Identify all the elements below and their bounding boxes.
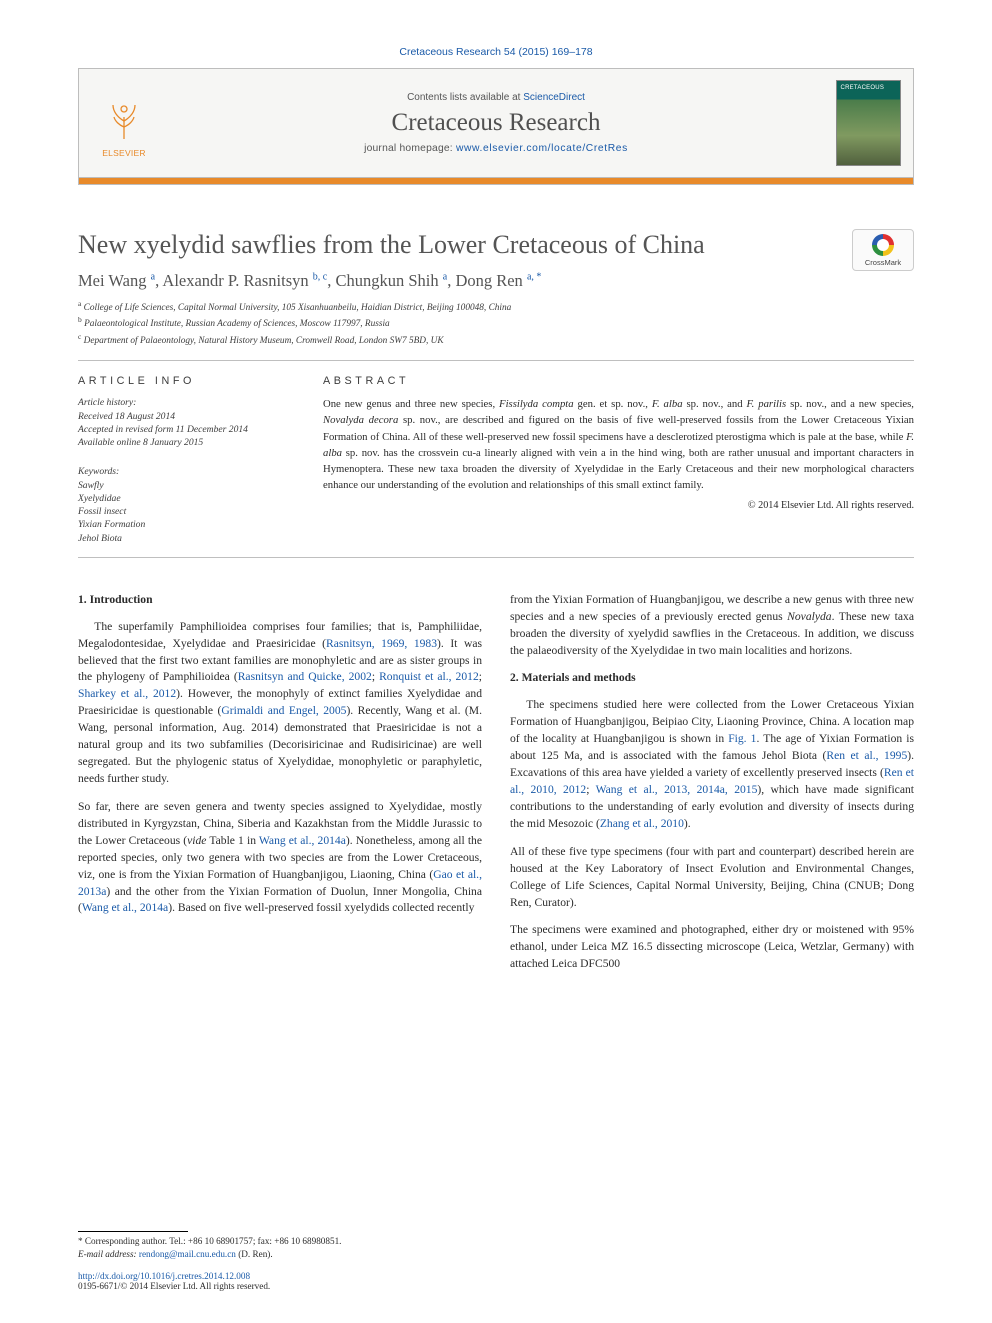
issn-copyright: 0195-6671/© 2014 Elsevier Ltd. All right… (78, 1281, 270, 1291)
elsevier-tree-icon (101, 99, 147, 146)
section-2-head: 2. Materials and methods (510, 670, 914, 687)
authors-line: Mei Wang a, Alexandr P. Rasnitsyn b, c, … (78, 271, 914, 291)
article-history: Article history: Received 18 August 2014… (78, 396, 293, 449)
history-received: Received 18 August 2014 (78, 410, 293, 423)
keywords-block: Keywords: SawflyXyelydidaeFossil insectY… (78, 465, 293, 544)
col2-para-4: The specimens were examined and photogra… (510, 922, 914, 973)
footer: http://dx.doi.org/10.1016/j.cretres.2014… (78, 1271, 270, 1291)
history-accepted: Accepted in revised form 11 December 201… (78, 423, 293, 436)
contents-available: Contents lists available at ScienceDirec… (169, 92, 823, 103)
rule-top (78, 360, 914, 361)
keyword-item: Sawfly (78, 479, 293, 492)
history-label: Article history: (78, 396, 293, 409)
abstract-text: One new genus and three new species, Fis… (323, 396, 914, 492)
elsevier-logo[interactable]: ELSEVIER (93, 88, 155, 158)
footnote-rule (78, 1231, 188, 1232)
history-online: Available online 8 January 2015 (78, 436, 293, 449)
section-1-head: 1. Introduction (78, 592, 482, 609)
abstract-head: ABSTRACT (323, 375, 914, 387)
journal-homepage: journal homepage: www.elsevier.com/locat… (169, 143, 823, 154)
journal-name: Cretaceous Research (169, 109, 823, 137)
email-link[interactable]: rendong@mail.cnu.edu.cn (139, 1249, 236, 1259)
journal-url[interactable]: www.elsevier.com/locate/CretRes (456, 143, 628, 154)
col2-para-3: All of these five type specimens (four w… (510, 844, 914, 912)
affiliation-c: c Department of Palaeontology, Natural H… (78, 332, 914, 349)
abstract-copyright: © 2014 Elsevier Ltd. All rights reserved… (323, 500, 914, 511)
email-line: E-mail address: rendong@mail.cnu.edu.cn … (78, 1248, 468, 1261)
affiliation-a: a College of Life Sciences, Capital Norm… (78, 299, 914, 316)
article-info-head: ARTICLE INFO (78, 375, 293, 387)
contents-prefix: Contents lists available at (407, 92, 523, 103)
keyword-item: Fossil insect (78, 505, 293, 518)
rule-bottom (78, 557, 914, 558)
crossmark-badge[interactable]: CrossMark (852, 229, 914, 271)
journal-cover-thumbnail[interactable] (836, 80, 901, 166)
sciencedirect-link[interactable]: ScienceDirect (523, 92, 585, 103)
col2-para-2: The specimens studied here were collecte… (510, 697, 914, 832)
email-label: E-mail address: (78, 1249, 137, 1259)
affiliations: a College of Life Sciences, Capital Norm… (78, 299, 914, 349)
column-right: from the Yixian Formation of Huangbanjig… (510, 592, 914, 984)
top-citation: Cretaceous Research 54 (2015) 169–178 (78, 46, 914, 58)
corresponding-author: * Corresponding author. Tel.: +86 10 689… (78, 1235, 468, 1248)
email-who: (D. Ren). (238, 1249, 272, 1259)
col1-para-1: The superfamily Pamphilioidea comprises … (78, 619, 482, 788)
crossmark-icon (872, 234, 894, 256)
publisher-name: ELSEVIER (102, 148, 146, 158)
journal-header: ELSEVIER Contents lists available at Sci… (78, 68, 914, 178)
col2-para-1: from the Yixian Formation of Huangbanjig… (510, 592, 914, 660)
affiliation-b: b Palaeontological Institute, Russian Ac… (78, 315, 914, 332)
publisher-logo-slot: ELSEVIER (79, 69, 169, 177)
doi-link[interactable]: http://dx.doi.org/10.1016/j.cretres.2014… (78, 1271, 270, 1281)
keyword-item: Jehol Biota (78, 532, 293, 545)
footnotes: * Corresponding author. Tel.: +86 10 689… (78, 1231, 468, 1261)
keywords-list: SawflyXyelydidaeFossil insectYixian Form… (78, 479, 293, 545)
accent-bar (78, 177, 914, 185)
keywords-label: Keywords: (78, 465, 293, 478)
cover-thumb-slot (823, 69, 913, 177)
column-left: 1. Introduction The superfamily Pamphili… (78, 592, 482, 984)
col1-para-2: So far, there are seven genera and twent… (78, 799, 482, 917)
keyword-item: Yixian Formation (78, 518, 293, 531)
keyword-item: Xyelydidae (78, 492, 293, 505)
crossmark-label: CrossMark (865, 258, 901, 267)
home-prefix: journal homepage: (364, 143, 456, 154)
article-title: New xyelydid sawflies from the Lower Cre… (78, 229, 914, 261)
